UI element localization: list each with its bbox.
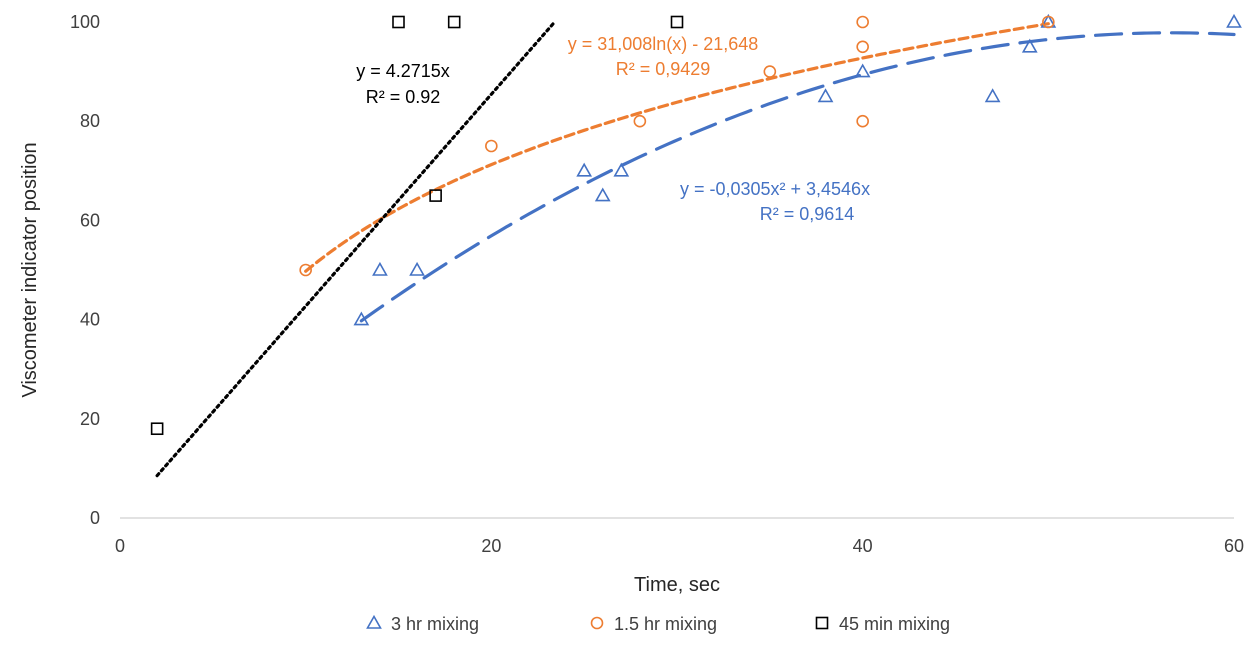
- data-point-circle: [856, 114, 869, 128]
- trendline-r2: R² = 0,9429: [616, 59, 711, 79]
- legend-item: 1.5 hr mixing: [590, 614, 717, 634]
- trendline-square: [155, 20, 557, 478]
- data-point-triangle: [854, 63, 871, 78]
- trendline-equation: y = -0,0305x² + 3,4546x: [680, 179, 870, 199]
- data-point-triangle: [984, 88, 1001, 103]
- x-tick-label: 20: [481, 536, 501, 556]
- x-tick-label: 60: [1224, 536, 1244, 556]
- y-tick-label: 40: [80, 310, 100, 330]
- legend-label: 3 hr mixing: [391, 614, 479, 634]
- data-point-circle: [633, 114, 647, 128]
- data-point-square: [670, 15, 684, 29]
- legend: 3 hr mixing 1.5 hr mixing 45 min mixing: [366, 614, 950, 634]
- legend-item: 3 hr mixing: [366, 614, 479, 634]
- data-point-square: [150, 422, 164, 436]
- data-point-triangle: [1226, 13, 1242, 28]
- data-point-circle: [299, 263, 312, 277]
- data-point-triangle: [613, 162, 630, 177]
- legend-label: 45 min mixing: [839, 614, 950, 634]
- y-tick-label: 80: [80, 111, 100, 131]
- x-tick-label: 0: [115, 536, 125, 556]
- y-axis-title: Viscometer indicator position: [19, 142, 41, 397]
- trendline-equation: y = 4.2715x: [356, 61, 450, 81]
- legend-marker-triangle: [366, 614, 382, 629]
- data-point-circle: [763, 65, 777, 78]
- x-axis-title: Time, sec: [634, 574, 720, 596]
- data-point-square: [429, 189, 442, 202]
- legend-marker-circle: [590, 616, 604, 630]
- data-point-triangle: [353, 311, 370, 326]
- data-points: [150, 13, 1242, 436]
- y-tick-label: 0: [90, 508, 100, 528]
- trendline-r2: R² = 0.92: [366, 87, 441, 107]
- data-point-circle: [856, 40, 869, 54]
- data-point-triangle: [576, 162, 593, 177]
- data-point-triangle: [1021, 38, 1038, 53]
- trendline-equation: y = 31,008ln(x) - 21,648: [568, 34, 759, 54]
- data-point-circle: [485, 139, 498, 153]
- x-tick-label: 40: [853, 536, 873, 556]
- data-point-square: [392, 15, 405, 29]
- axes: 0 20 40 60 0 20 40 60 80 100 Time, sec Viscometer i…: [19, 12, 1244, 596]
- trendline-r2: R² = 0,9614: [760, 204, 855, 224]
- y-tick-label: 100: [70, 12, 100, 32]
- data-point-circle: [856, 15, 869, 29]
- legend-label: 1.5 hr mixing: [614, 614, 717, 634]
- y-tick-label: 20: [80, 409, 100, 429]
- data-point-triangle: [817, 88, 834, 103]
- trendline-triangle: [359, 31, 1236, 323]
- trendline-equations: y = -0,0305x² + 3,4546x R² = 0,9614 y = 31…: [356, 34, 870, 224]
- data-point-triangle: [409, 261, 425, 276]
- y-tick-label: 60: [80, 210, 100, 230]
- data-point-triangle: [594, 187, 611, 202]
- legend-item: 45 min mixing: [815, 614, 950, 634]
- legend-marker-square: [815, 616, 829, 630]
- data-point-circle: [1042, 15, 1055, 29]
- data-point-triangle: [372, 261, 388, 276]
- data-point-square: [447, 15, 461, 29]
- trendlines: [155, 20, 1236, 478]
